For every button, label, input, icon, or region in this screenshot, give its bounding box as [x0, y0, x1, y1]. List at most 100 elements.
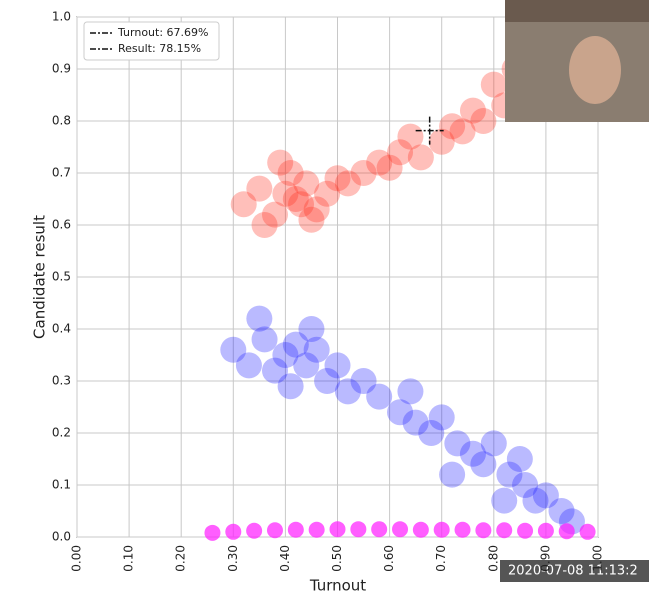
point — [366, 383, 393, 410]
x-tick-label: 0.10 — [122, 545, 136, 572]
point — [272, 180, 299, 207]
point — [277, 160, 304, 186]
point — [407, 144, 434, 171]
point — [204, 524, 221, 541]
point — [439, 461, 466, 488]
y-tick-label: 0.0 — [52, 530, 71, 544]
point — [532, 482, 559, 509]
point — [282, 331, 309, 358]
webcam-1 — [505, 0, 649, 22]
y-tick-label: 0.9 — [52, 62, 71, 76]
point — [480, 430, 507, 457]
point — [251, 326, 278, 353]
x-tick-label: 1.00 — [591, 545, 605, 572]
point — [454, 521, 471, 538]
y-tick-label: 0.7 — [52, 166, 71, 180]
point — [548, 498, 575, 524]
point — [225, 523, 242, 540]
point — [350, 521, 367, 538]
point — [579, 523, 596, 540]
point — [397, 378, 424, 405]
point — [449, 118, 476, 145]
point — [459, 97, 486, 124]
point — [480, 71, 507, 98]
point — [496, 461, 523, 488]
point — [334, 170, 361, 197]
point — [392, 521, 409, 538]
point — [282, 186, 309, 212]
point — [428, 128, 455, 155]
point — [303, 196, 330, 223]
point — [512, 472, 539, 498]
point — [397, 123, 424, 150]
point — [329, 521, 346, 538]
point — [470, 451, 497, 478]
y-tick-label: 0.1 — [52, 478, 71, 492]
legend-label: Turnout: 67.69% — [117, 26, 208, 39]
point — [387, 399, 414, 426]
x-tick-label: 0.20 — [174, 545, 188, 572]
x-tick-label: 0.80 — [486, 545, 500, 572]
point — [412, 521, 429, 538]
point — [314, 180, 341, 207]
x-tick-label: 0.30 — [226, 545, 240, 572]
point — [267, 149, 294, 176]
point — [522, 487, 549, 514]
point — [308, 521, 325, 538]
point — [459, 440, 486, 467]
timestamp: 2020-07-08 11:13:2 — [508, 564, 638, 579]
point — [272, 342, 299, 368]
legend — [83, 21, 220, 61]
point — [298, 316, 325, 342]
point — [293, 170, 320, 197]
point — [558, 523, 575, 540]
point — [350, 368, 377, 394]
point — [303, 336, 330, 363]
point — [350, 160, 377, 186]
point — [366, 149, 393, 176]
point — [491, 487, 518, 514]
point — [277, 373, 304, 400]
timestamp-box — [500, 560, 649, 582]
x-tick-label: 0.40 — [278, 545, 292, 572]
x-tick-label: 0.00 — [70, 545, 84, 572]
point — [298, 206, 325, 233]
point — [261, 357, 288, 384]
point — [314, 368, 341, 394]
x-tick-label: 0.70 — [434, 545, 448, 572]
point — [261, 201, 288, 228]
point — [246, 175, 273, 202]
point — [246, 305, 273, 332]
x-tick-label: 0.60 — [382, 545, 396, 572]
point — [428, 404, 455, 431]
x-tick-label: 0.50 — [330, 545, 344, 572]
x-tick-label: 0.90 — [538, 545, 552, 572]
y-tick-label: 0.8 — [52, 114, 71, 128]
point — [334, 378, 361, 405]
x-axis-label: Turnout — [309, 577, 366, 592]
point — [246, 522, 263, 539]
point — [288, 191, 315, 218]
point — [537, 522, 554, 539]
point — [220, 336, 247, 363]
point — [266, 522, 283, 539]
point — [433, 521, 450, 538]
point — [376, 154, 403, 181]
point — [475, 522, 492, 539]
point — [324, 165, 351, 192]
y-tick-label: 1.0 — [52, 10, 71, 24]
point — [470, 108, 497, 134]
point — [444, 430, 471, 457]
y-tick-label: 0.5 — [52, 270, 71, 284]
y-tick-label: 0.4 — [52, 322, 71, 336]
point — [235, 352, 262, 379]
y-tick-label: 0.6 — [52, 218, 71, 232]
point — [324, 352, 351, 379]
y-tick-label: 0.2 — [52, 426, 71, 440]
point — [402, 409, 429, 436]
point — [371, 521, 388, 538]
point — [506, 446, 533, 472]
point — [230, 191, 257, 218]
